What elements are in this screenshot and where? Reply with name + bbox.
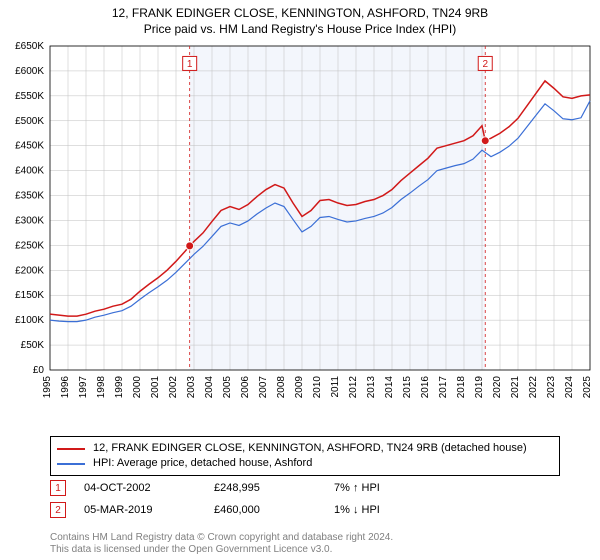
footer: Contains HM Land Registry data © Crown c…: [50, 532, 393, 556]
legend: 12, FRANK EDINGER CLOSE, KENNINGTON, ASH…: [50, 436, 560, 476]
svg-text:2009: 2009: [294, 376, 305, 399]
svg-text:1995: 1995: [42, 376, 53, 399]
title-line-1: 12, FRANK EDINGER CLOSE, KENNINGTON, ASH…: [0, 6, 600, 20]
svg-text:2006: 2006: [240, 376, 251, 399]
svg-text:1: 1: [187, 59, 193, 70]
figure-container: 12, FRANK EDINGER CLOSE, KENNINGTON, ASH…: [0, 0, 600, 560]
svg-text:1999: 1999: [114, 376, 125, 399]
transaction-date: 05-MAR-2019: [84, 504, 214, 516]
svg-text:2001: 2001: [150, 376, 161, 399]
svg-text:2013: 2013: [366, 376, 377, 399]
chart: £0 £50K £100K £150K £200K £250K £300K £350K £400…: [0, 40, 600, 430]
transaction-price: £460,000: [214, 504, 334, 516]
svg-text:£500K: £500K: [15, 116, 44, 127]
chart-svg: £0 £50K £100K £150K £200K £250K £300K £350K £400…: [0, 40, 600, 430]
transaction-number: 2: [55, 505, 61, 516]
svg-text:2008: 2008: [276, 376, 287, 399]
svg-text:2010: 2010: [312, 376, 323, 399]
svg-text:2019: 2019: [474, 376, 485, 399]
svg-text:2014: 2014: [384, 376, 395, 399]
svg-text:1998: 1998: [96, 376, 107, 399]
svg-text:2024: 2024: [564, 376, 575, 399]
svg-text:2017: 2017: [438, 376, 449, 399]
svg-text:£550K: £550K: [15, 91, 44, 102]
svg-text:2023: 2023: [546, 376, 557, 399]
svg-text:2015: 2015: [402, 376, 413, 399]
legend-swatch: [57, 448, 85, 450]
svg-text:£250K: £250K: [15, 240, 44, 251]
svg-text:2007: 2007: [258, 376, 269, 399]
svg-text:2: 2: [482, 59, 488, 70]
transaction-row: 2 05-MAR-2019 £460,000 1% ↓ HPI: [50, 502, 454, 518]
svg-text:2021: 2021: [510, 376, 521, 399]
svg-text:1996: 1996: [60, 376, 71, 399]
svg-text:£450K: £450K: [15, 141, 44, 152]
footer-line-1: Contains HM Land Registry data © Crown c…: [50, 532, 393, 544]
transaction-marker-box: 1: [50, 480, 66, 496]
svg-text:£100K: £100K: [15, 315, 44, 326]
svg-text:1997: 1997: [78, 376, 89, 399]
svg-text:£50K: £50K: [21, 340, 45, 351]
footer-line-2: This data is licensed under the Open Gov…: [50, 544, 393, 556]
legend-row: 12, FRANK EDINGER CLOSE, KENNINGTON, ASH…: [57, 441, 553, 456]
title-block: 12, FRANK EDINGER CLOSE, KENNINGTON, ASH…: [0, 0, 600, 36]
svg-text:2003: 2003: [186, 376, 197, 399]
svg-text:2012: 2012: [348, 376, 359, 399]
legend-row: HPI: Average price, detached house, Ashf…: [57, 456, 553, 471]
transaction-date: 04-OCT-2002: [84, 482, 214, 494]
svg-text:2016: 2016: [420, 376, 431, 399]
svg-text:2005: 2005: [222, 376, 233, 399]
svg-text:2011: 2011: [330, 376, 341, 398]
legend-label: 12, FRANK EDINGER CLOSE, KENNINGTON, ASH…: [93, 441, 527, 456]
transaction-row: 1 04-OCT-2002 £248,995 7% ↑ HPI: [50, 480, 454, 496]
svg-text:2025: 2025: [582, 376, 593, 399]
svg-text:£200K: £200K: [15, 265, 44, 276]
svg-text:2004: 2004: [204, 376, 215, 399]
svg-text:2002: 2002: [168, 376, 179, 399]
title-line-2: Price paid vs. HM Land Registry's House …: [0, 22, 600, 36]
legend-label: HPI: Average price, detached house, Ashf…: [93, 456, 312, 471]
svg-text:£650K: £650K: [15, 41, 44, 52]
svg-text:£350K: £350K: [15, 191, 44, 202]
legend-swatch: [57, 463, 85, 465]
svg-text:£300K: £300K: [15, 215, 44, 226]
svg-text:£400K: £400K: [15, 166, 44, 177]
svg-text:2020: 2020: [492, 376, 503, 399]
transaction-marker-box: 2: [50, 502, 66, 518]
transaction-price: £248,995: [214, 482, 334, 494]
svg-text:2000: 2000: [132, 376, 143, 399]
transaction-number: 1: [55, 483, 61, 494]
svg-text:2018: 2018: [456, 376, 467, 399]
transaction-pct: 7% ↑ HPI: [334, 482, 454, 494]
svg-text:£150K: £150K: [15, 290, 44, 301]
transaction-pct: 1% ↓ HPI: [334, 504, 454, 516]
svg-text:£600K: £600K: [15, 66, 44, 77]
svg-text:£0: £0: [33, 365, 45, 376]
svg-text:2022: 2022: [528, 376, 539, 399]
